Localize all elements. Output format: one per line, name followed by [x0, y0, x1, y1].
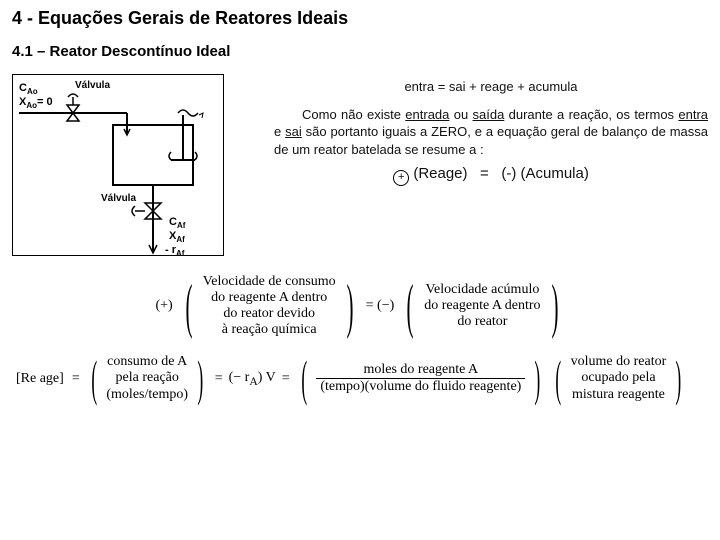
svg-text:- rAf: - rAf — [165, 244, 185, 255]
subsection-title: 4.1 – Reator Descontínuo Ideal — [12, 43, 708, 60]
section-title: 4 - Equações Gerais de Reatores Ideais — [12, 8, 708, 29]
reactor-diagram: CAo XAo= 0 Válvula — [12, 74, 224, 256]
svg-text:XAo= 0: XAo= 0 — [19, 96, 53, 110]
rate-equation-symbols: [Re age] = ( consumo de A pela reação (m… — [12, 354, 708, 402]
paragraph: Como não existe entrada ou saída durante… — [274, 106, 708, 159]
svg-text:Válvula: Válvula — [75, 80, 110, 91]
balance-equation: entra = sai + reage + acumula — [274, 78, 708, 96]
figure-and-text-row: CAo XAo= 0 Válvula — [12, 74, 708, 256]
svg-text:CAf: CAf — [169, 216, 186, 230]
simplified-equation: + (Reage) = (-) (Acumula) — [274, 164, 708, 186]
svg-text:XAf: XAf — [169, 230, 185, 244]
svg-text:CAo: CAo — [19, 82, 38, 96]
rate-equation-words: (+) ( Velocidade de consumo do reagente … — [12, 274, 708, 338]
bracket-equations: (+) ( Velocidade de consumo do reagente … — [12, 274, 708, 403]
svg-text:Válvula: Válvula — [101, 193, 136, 204]
explanation-text: entra = sai + reage + acumula Como não e… — [274, 74, 708, 186]
oplus-icon: + — [393, 170, 409, 186]
